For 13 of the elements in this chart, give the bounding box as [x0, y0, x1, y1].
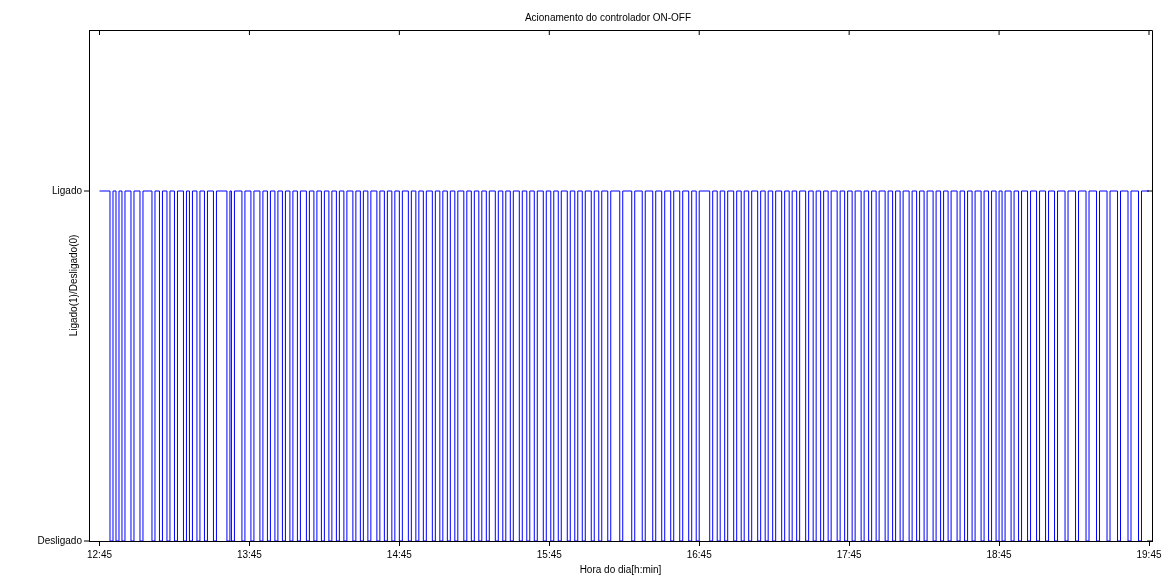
x-tick-label: 13:45 [236, 548, 263, 560]
x-tick-label: 16:45 [686, 548, 713, 560]
x-tick-label: 17:45 [836, 548, 863, 560]
x-tick-label: 18:45 [986, 548, 1013, 560]
y-axis-title: Ligado(1)/Desligado(0) [67, 234, 79, 337]
x-tick-label: 12:45 [86, 548, 113, 560]
chart-title: Acionamento do controlador ON-OFF [524, 11, 692, 23]
x-tick-label: 19:45 [1136, 548, 1162, 560]
text: Desligado [37, 534, 83, 546]
text: Ligado [51, 184, 83, 196]
x-axis-title: Hora do dia[h:min] [579, 563, 662, 575]
x-tick-label: 15:45 [536, 548, 563, 560]
x-tick-label: 14:45 [386, 548, 413, 560]
